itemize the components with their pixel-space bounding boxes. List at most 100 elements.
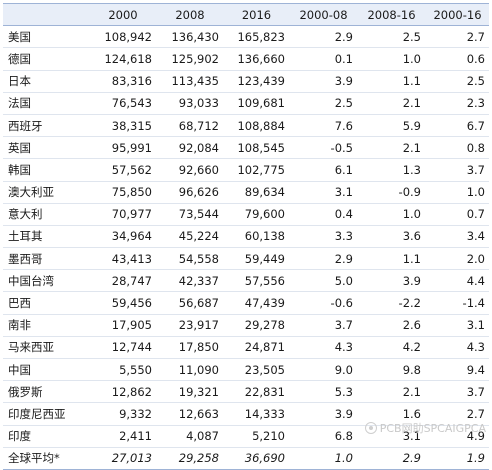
value-cell: 70,977 xyxy=(89,203,156,226)
value-cell: 22,831 xyxy=(223,380,289,404)
table-row: 日本 83,316 113,435 123,439 3.9 1.1 2.5 xyxy=(3,70,489,93)
value-cell: 59,449 xyxy=(223,247,289,271)
value-cell: 57,556 xyxy=(223,269,289,293)
value-cell: 12,862 xyxy=(89,380,156,404)
country-cell: 俄罗斯 xyxy=(3,380,89,404)
value-cell: 2,411 xyxy=(89,425,156,448)
value-cell: 59,456 xyxy=(89,291,156,315)
value-cell: 9.4 xyxy=(425,358,489,382)
value-cell: 57,562 xyxy=(89,158,156,182)
value-cell: 3.6 xyxy=(357,225,425,249)
country-cell: 德国 xyxy=(3,47,89,71)
value-cell: 9.0 xyxy=(289,358,357,382)
value-cell: 1.1 xyxy=(357,247,425,271)
watermark: PCB网助SPCAIGPCA xyxy=(364,420,486,436)
table-row: 美国 108,942 136,430 165,823 2.9 2.5 2.7 xyxy=(3,25,489,49)
value-cell: 125,902 xyxy=(156,47,223,71)
value-cell: 2.9 xyxy=(289,25,357,49)
value-cell: 2.5 xyxy=(357,25,425,49)
value-cell: 123,439 xyxy=(223,70,289,93)
table-header: 2000 2008 2016 2000-08 2008-16 2000-16 xyxy=(3,2,489,27)
value-cell: 60,138 xyxy=(223,225,289,249)
value-cell: 1.0 xyxy=(357,47,425,71)
wechat-icon xyxy=(364,422,377,434)
table-row: 土耳其 34,964 45,224 60,138 3.3 3.6 3.4 xyxy=(3,225,489,249)
country-cell: 印度尼西亚 xyxy=(3,402,89,426)
header-col-5: 2008-16 xyxy=(357,2,425,27)
value-cell: 23,505 xyxy=(223,358,289,382)
value-cell: 2.6 xyxy=(357,314,425,337)
country-cell: 土耳其 xyxy=(3,225,89,249)
table-row: 中国台湾 28,747 42,337 57,556 5.0 3.9 4.4 xyxy=(3,269,489,293)
value-cell: 3.4 xyxy=(425,225,489,249)
table-row: 西班牙 38,315 68,712 108,884 7.6 5.9 6.7 xyxy=(3,114,489,138)
value-cell: 75,850 xyxy=(89,181,156,204)
value-cell: 92,084 xyxy=(156,136,223,160)
value-cell: 3.9 xyxy=(289,70,357,93)
value-cell: 102,775 xyxy=(223,158,289,182)
country-cell: 中国台湾 xyxy=(3,269,89,293)
value-cell: 0.6 xyxy=(425,47,489,71)
value-cell: 1.1 xyxy=(357,70,425,93)
value-cell: 42,337 xyxy=(156,269,223,293)
value-cell: 12,744 xyxy=(89,336,156,360)
value-cell: 1.6 xyxy=(357,402,425,426)
value-cell: 6.8 xyxy=(289,425,357,448)
value-cell: 92,660 xyxy=(156,158,223,182)
table-row: 澳大利亚 75,850 96,626 89,634 3.1 -0.9 1.0 xyxy=(3,181,489,204)
value-cell: 108,884 xyxy=(223,114,289,138)
value-cell: 1.0 xyxy=(357,203,425,226)
value-cell: 5.0 xyxy=(289,269,357,293)
value-cell: 73,544 xyxy=(156,203,223,226)
value-cell: 4.2 xyxy=(357,336,425,360)
table-row: 墨西哥 43,413 54,558 59,449 2.9 1.1 2.0 xyxy=(3,247,489,271)
table-row: 韩国 57,562 92,660 102,775 6.1 1.3 3.7 xyxy=(3,158,489,182)
value-cell: 93,033 xyxy=(156,92,223,115)
value-cell: 2.0 xyxy=(425,247,489,271)
value-cell: 124,618 xyxy=(89,47,156,71)
value-cell: 36,690 xyxy=(223,447,289,470)
header-col-3: 2016 xyxy=(223,2,289,27)
table-row: 德国 124,618 125,902 136,660 0.1 1.0 0.6 xyxy=(3,47,489,71)
value-cell: 14,333 xyxy=(223,402,289,426)
value-cell: 4.3 xyxy=(289,336,357,360)
value-cell: 136,660 xyxy=(223,47,289,71)
table-row: 南非 17,905 23,917 29,278 3.7 2.6 3.1 xyxy=(3,314,489,337)
value-cell: 136,430 xyxy=(156,25,223,49)
value-cell: 95,991 xyxy=(89,136,156,160)
country-cell: 印度 xyxy=(3,425,89,448)
value-cell: -0.6 xyxy=(289,291,357,315)
country-cell: 英国 xyxy=(3,136,89,160)
table-row: 巴西 59,456 56,687 47,439 -0.6 -2.2 -1.4 xyxy=(3,291,489,315)
value-cell: 76,543 xyxy=(89,92,156,115)
value-cell: 43,413 xyxy=(89,247,156,271)
value-cell: 23,917 xyxy=(156,314,223,337)
value-cell: 9.8 xyxy=(357,358,425,382)
value-cell: 2.1 xyxy=(357,92,425,115)
value-cell: -2.2 xyxy=(357,291,425,315)
value-cell: 54,558 xyxy=(156,247,223,271)
value-cell: 56,687 xyxy=(156,291,223,315)
value-cell: 19,321 xyxy=(156,380,223,404)
value-cell: 12,663 xyxy=(156,402,223,426)
value-cell: 2.3 xyxy=(425,92,489,115)
table-row: 俄罗斯 12,862 19,321 22,831 5.3 2.1 3.7 xyxy=(3,380,489,404)
value-cell: 3.7 xyxy=(425,380,489,404)
value-cell: 38,315 xyxy=(89,114,156,138)
header-col-6: 2000-16 xyxy=(425,2,489,27)
table-body: 美国 108,942 136,430 165,823 2.9 2.5 2.7 德国 124,61… xyxy=(3,25,489,470)
value-cell: 28,747 xyxy=(89,269,156,293)
header-row: 2000 2008 2016 2000-08 2008-16 2000-16 xyxy=(3,2,489,27)
value-cell: 2.9 xyxy=(289,247,357,271)
value-cell: 17,905 xyxy=(89,314,156,337)
header-country xyxy=(3,2,89,27)
header-col-1: 2000 xyxy=(89,2,156,27)
header-col-2: 2008 xyxy=(156,2,223,27)
value-cell: 6.7 xyxy=(425,114,489,138)
value-cell: 1.9 xyxy=(425,447,489,470)
country-cell: 日本 xyxy=(3,70,89,93)
value-cell: 4.3 xyxy=(425,336,489,360)
country-cell: 南非 xyxy=(3,314,89,337)
value-cell: 2.5 xyxy=(425,70,489,93)
value-cell: 5,210 xyxy=(223,425,289,448)
